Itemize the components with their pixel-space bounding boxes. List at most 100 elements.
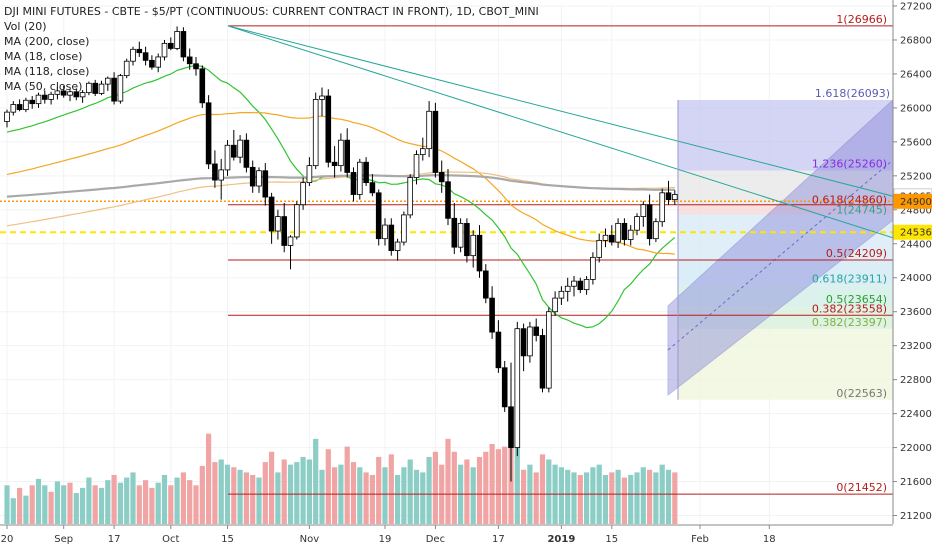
candle-up <box>401 214 407 243</box>
fib-label: 1.236(25260) <box>812 158 887 171</box>
candle-down <box>230 144 237 158</box>
study-ma18[interactable]: MA (18, close) <box>4 50 83 63</box>
price-tick-label: 26400 <box>900 69 932 80</box>
candle-down <box>42 94 48 100</box>
time-axis[interactable]: 20 Sep 17 Oct 15 Nov 19 Dec 17 2019 15 Feb 18 <box>0 524 893 545</box>
volume-bar <box>35 478 42 524</box>
volume-bar <box>413 469 420 524</box>
volume-bar <box>401 467 407 524</box>
candle-up <box>634 216 640 231</box>
volume-bar <box>250 474 256 524</box>
volume-bar <box>388 454 394 524</box>
candle-down <box>609 234 615 243</box>
candle-up <box>615 222 621 243</box>
fib-zone <box>678 100 893 171</box>
candle-up <box>546 311 552 389</box>
candle-down <box>199 68 206 104</box>
fib-labels: 1.618(26093) 1.236(25260) 1(24745)0.618(24… <box>812 13 890 494</box>
price-tick-label: 22800 <box>900 375 932 386</box>
candle-down <box>281 216 287 246</box>
volume-bar <box>420 472 426 524</box>
fib-zone <box>678 328 893 400</box>
volume-bar <box>237 469 243 524</box>
candle-down <box>445 181 451 219</box>
price-tick-label: 25200 <box>900 171 932 182</box>
volume-bar <box>577 474 583 524</box>
candle-up <box>98 83 105 94</box>
time-tick-label: Dec <box>426 534 445 545</box>
study-ma200[interactable]: MA (200, close) <box>4 35 90 48</box>
volume-bar <box>313 438 319 524</box>
ma200-line <box>6 174 675 198</box>
price-tick-label: 27200 <box>900 2 932 13</box>
candle-down <box>464 222 470 257</box>
candle-down <box>142 52 149 61</box>
candle-up <box>394 241 401 251</box>
candle-down <box>344 139 350 173</box>
volume-bar <box>628 474 634 524</box>
candle-down <box>665 192 672 201</box>
volume-bar <box>294 462 300 524</box>
volume-bar <box>80 487 86 524</box>
volume-bar <box>615 469 621 524</box>
volume-bar <box>306 459 312 524</box>
volume-bar <box>48 491 54 524</box>
volume-bar <box>124 477 130 524</box>
fib-label: 0.5(24209) <box>826 247 887 260</box>
volume-bar <box>395 474 401 524</box>
candle-down <box>438 172 445 183</box>
study-ma118[interactable]: MA (118, close) <box>4 65 90 78</box>
study-ma50[interactable]: MA (50, close) <box>4 80 83 93</box>
volume-bar <box>476 456 483 524</box>
time-tick-label: 20 <box>1 534 14 545</box>
volume-bar <box>521 469 527 524</box>
channel-midline <box>667 159 894 351</box>
volume-bar <box>174 477 180 524</box>
candle-down <box>268 196 275 232</box>
candle-down <box>482 270 489 299</box>
candle-up <box>67 91 73 96</box>
volume-bar <box>54 481 60 524</box>
price-axis[interactable]: 21200 21600 22000 22400 22800 23200 23600 24000… <box>892 0 932 524</box>
fib-label: 0(22563) <box>836 387 887 400</box>
candle-up <box>300 182 306 206</box>
candle-down <box>489 297 495 333</box>
candle-up <box>382 224 388 240</box>
candle-down <box>363 161 369 184</box>
time-tick-label: 15 <box>221 534 234 545</box>
fib-zone <box>678 214 893 260</box>
candle-down <box>60 90 67 96</box>
volume-bar <box>634 472 640 524</box>
fib-label: 0(21452) <box>836 481 887 494</box>
candle-up <box>552 297 558 313</box>
fib-label: 1(26966) <box>836 13 887 26</box>
candle-up <box>571 280 577 287</box>
candle-down <box>16 104 23 111</box>
volume-bar <box>369 474 375 524</box>
candle-down <box>180 31 187 58</box>
volume-bar <box>489 444 495 524</box>
candle-down <box>136 48 143 54</box>
candle-down <box>501 367 508 408</box>
fib-label: 0.382(23397) <box>812 316 887 329</box>
volume-bar <box>363 472 369 524</box>
price-tick-label: 24000 <box>900 273 932 284</box>
candle-up <box>426 110 432 150</box>
candle-down <box>149 59 155 68</box>
volume-bar <box>281 459 287 524</box>
volume-bar <box>256 477 262 524</box>
time-tick-label: 18 <box>763 534 776 545</box>
candle-down <box>29 99 35 105</box>
volume-bar <box>621 477 627 524</box>
study-vol[interactable]: Vol (20) <box>4 20 47 33</box>
volume-bar <box>571 472 577 524</box>
candle-up <box>130 48 136 62</box>
fib-zone <box>678 204 893 215</box>
price-badge-label: 24536 <box>900 228 932 239</box>
volume-bar <box>357 467 363 524</box>
candle-up <box>117 75 124 102</box>
candle-up <box>306 165 313 184</box>
candle-down <box>495 331 502 369</box>
candle-up <box>123 60 130 77</box>
